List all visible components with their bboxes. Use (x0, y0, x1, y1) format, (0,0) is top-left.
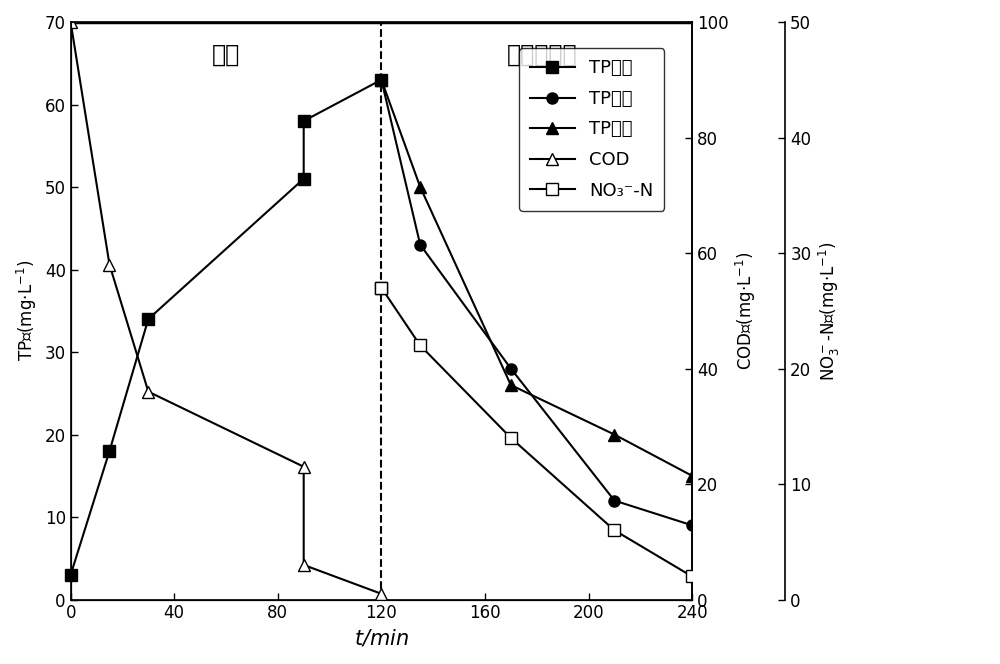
Y-axis label: NO$_3^-$-N／(mg·L$^{-1}$): NO$_3^-$-N／(mg·L$^{-1}$) (817, 241, 842, 380)
Y-axis label: COD／(mg·L$^{-1}$): COD／(mg·L$^{-1}$) (734, 252, 758, 370)
Y-axis label: TP／(mg·L$^{-1}$): TP／(mg·L$^{-1}$) (15, 260, 39, 361)
X-axis label: $t$/min: $t$/min (354, 628, 409, 649)
Text: 厌氧: 厌氧 (212, 42, 240, 66)
Text: 好氧或缺氧: 好氧或缺氧 (507, 42, 577, 66)
Legend: TP厌氧, TP好氧, TP缺氧, COD, NO₃⁻-N: TP厌氧, TP好氧, TP缺氧, COD, NO₃⁻-N (519, 48, 664, 210)
